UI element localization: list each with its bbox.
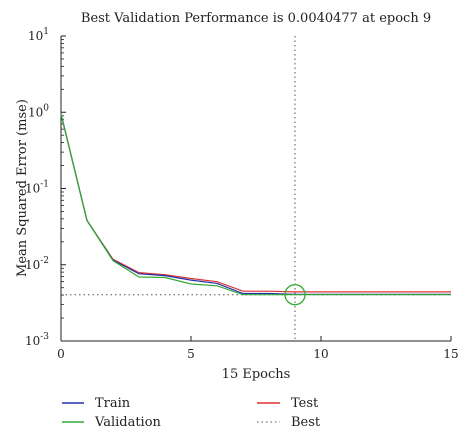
series-line-validation [60, 113, 451, 296]
legend-label-test: Test [291, 396, 319, 411]
plot-area: 0 5 10 15 10-3 10-2 10-1 100 101 [25, 27, 459, 361]
y-tick-label: 101 [28, 27, 49, 43]
legend: Train Validation Test Best [62, 396, 321, 430]
x-tick-label: 0 [57, 347, 65, 361]
x-tick-label: 5 [187, 347, 195, 361]
x-axis-label: 15 Epochs [222, 367, 291, 382]
series-line-test [60, 113, 451, 293]
x-tick-label: 15 [443, 347, 458, 361]
legend-label-train: Train [95, 396, 131, 411]
legend-label-validation: Validation [94, 415, 162, 430]
y-tick-label: 10-1 [25, 180, 49, 196]
y-axis-label: Mean Squared Error (mse) [15, 99, 30, 277]
series-line-train [60, 113, 451, 295]
y-tick-label: 10-2 [25, 256, 49, 272]
x-tick-label: 10 [313, 347, 328, 361]
y-tick-label: 100 [28, 103, 49, 119]
chart-title: Best Validation Performance is 0.0040477… [81, 11, 431, 26]
best-marker-circle [284, 284, 306, 306]
legend-label-best: Best [291, 415, 321, 430]
y-tick-label: 10-3 [25, 332, 49, 348]
